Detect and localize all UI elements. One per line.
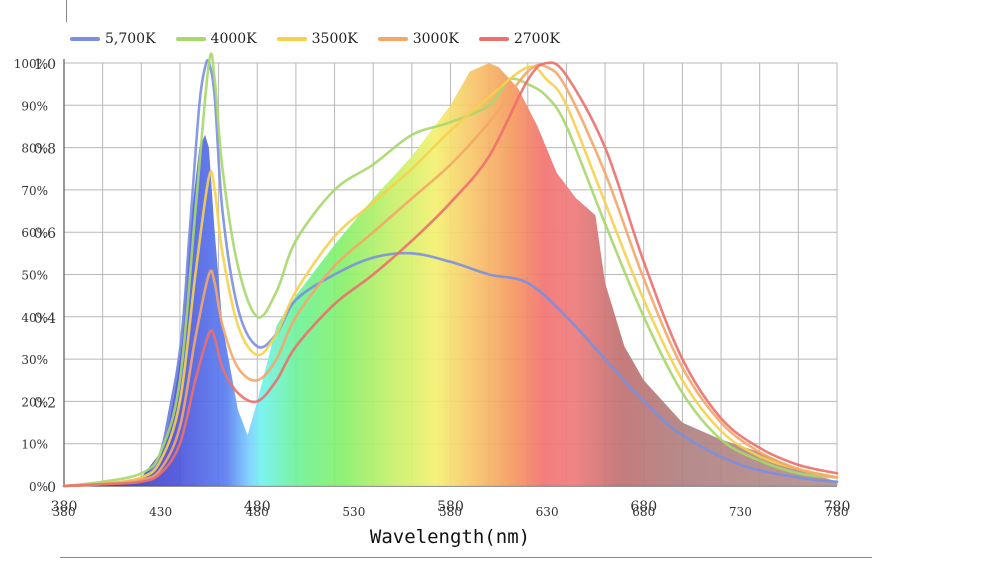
y-tick-label-percent: 0% bbox=[29, 480, 48, 494]
series-lines-layer bbox=[62, 52, 839, 488]
legend-label: 5,700K bbox=[105, 31, 156, 47]
legend-item-2700k: 2700K bbox=[478, 31, 560, 47]
y-tick-label: 0.4 bbox=[34, 311, 56, 327]
x-tick-label-minor: 780 bbox=[826, 505, 849, 519]
legend-swatch bbox=[377, 37, 408, 41]
x-tick-label-minor: 580 bbox=[439, 505, 462, 519]
legend-label: 4000K bbox=[210, 31, 257, 47]
legend-label: 3500K bbox=[311, 31, 358, 47]
y-tick-label-percent: 80% bbox=[21, 142, 48, 156]
chart-legend: 5,700K 4000K 3500K 3000K 2700K bbox=[70, 28, 580, 50]
x-tick-label-minor: 480 bbox=[246, 505, 269, 519]
x-tick-label: 580 bbox=[437, 499, 464, 515]
x-tick-label: 480 bbox=[244, 499, 271, 515]
y-tick-label-percent: 100% bbox=[14, 57, 48, 71]
legend-swatch bbox=[276, 37, 307, 41]
x-tick-label: 780 bbox=[824, 499, 851, 515]
y-tick-label: 0.2 bbox=[34, 395, 56, 411]
y-tick-label-percent: 40% bbox=[21, 311, 48, 325]
x-tick-label-minor: 680 bbox=[632, 505, 655, 519]
bottom-divider bbox=[60, 557, 872, 558]
y-tick-label-percent: 20% bbox=[21, 395, 48, 409]
legend-label: 2700K bbox=[513, 31, 560, 47]
y-tick-label-percent: 70% bbox=[21, 184, 48, 198]
spectrum-area-layer bbox=[64, 63, 837, 486]
series-line-3 bbox=[62, 63, 839, 488]
top-left-divider bbox=[66, 0, 67, 22]
x-tick-label: 680 bbox=[630, 499, 657, 515]
legend-item-5700k: 5,700K bbox=[70, 31, 156, 47]
series-line-2 bbox=[62, 65, 839, 488]
x-tick-label-minor: 530 bbox=[342, 505, 365, 519]
legend-item-4000k: 4000K bbox=[175, 31, 257, 47]
x-tick-label-minor: 380 bbox=[53, 505, 76, 519]
x-tick-label-minor: 730 bbox=[729, 505, 752, 519]
series-line-1 bbox=[62, 52, 839, 488]
legend-swatch bbox=[175, 37, 206, 41]
axis-tick-labels: 0% 10% 20% 30% 40% 50% 60% 70% 80% 90% 100% 0 0.2 0.4… bbox=[14, 57, 851, 519]
legend-swatch bbox=[70, 37, 100, 41]
x-axis-title: Wavelength(nm) bbox=[370, 526, 530, 548]
legend-item-3500k: 3500K bbox=[276, 31, 358, 47]
x-tick-label: 380 bbox=[51, 499, 78, 515]
y-tick-label-percent: 50% bbox=[21, 269, 48, 283]
y-tick-label-percent: 30% bbox=[21, 353, 48, 367]
x-tick-label-minor: 430 bbox=[149, 505, 172, 519]
y-tick-label: 0.8 bbox=[34, 142, 56, 158]
y-tick-label: 1.0 bbox=[34, 57, 56, 73]
y-tick-label-percent: 10% bbox=[21, 438, 48, 452]
series-line-4 bbox=[62, 61, 839, 488]
legend-label: 3000K bbox=[412, 31, 459, 47]
legend-swatch bbox=[478, 37, 509, 41]
spectrum-area bbox=[64, 63, 837, 486]
y-tick-label-percent: 90% bbox=[21, 99, 48, 113]
y-tick-label: 0 bbox=[47, 480, 56, 496]
legend-item-3000k: 3000K bbox=[377, 31, 459, 47]
x-tick-label-minor: 630 bbox=[536, 505, 559, 519]
y-tick-label: 0.6 bbox=[34, 226, 56, 242]
y-tick-label-percent: 60% bbox=[21, 226, 48, 240]
